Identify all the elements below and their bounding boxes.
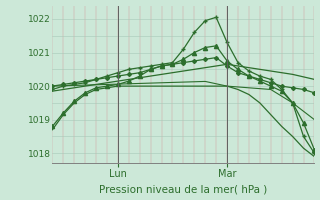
- X-axis label: Pression niveau de la mer( hPa ): Pression niveau de la mer( hPa ): [99, 184, 268, 194]
